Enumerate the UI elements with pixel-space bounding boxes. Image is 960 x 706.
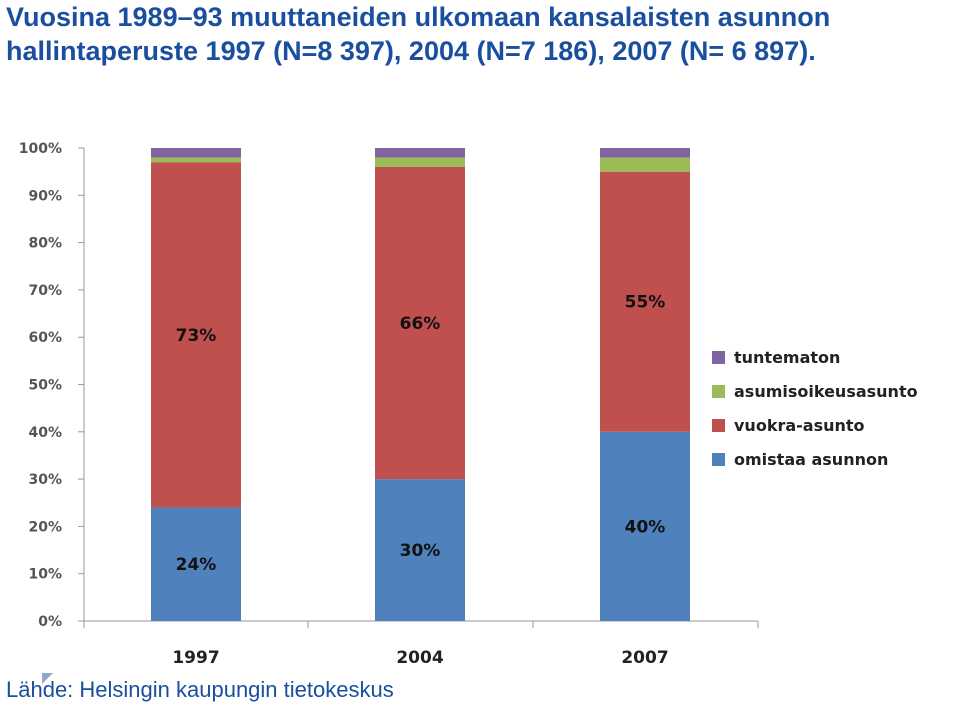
x-tick-label: 1997 (172, 648, 219, 668)
chart-bars (151, 148, 690, 621)
bar-segment-vuokra-asunto-2004 (375, 166, 465, 480)
bar-segment-tuntematon-1997 (151, 148, 241, 158)
bar-segment-asumisoikeusasunto-2004 (375, 157, 465, 167)
y-tick-label: 10% (28, 567, 62, 583)
y-tick-label: 50% (28, 378, 62, 394)
y-tick-label: 30% (28, 472, 62, 488)
y-tick-label: 70% (28, 283, 62, 299)
x-tick-label: 2004 (396, 648, 443, 668)
y-tick-label: 20% (28, 519, 62, 535)
data-label: 24% (176, 555, 217, 575)
legend-label: asumisoikeusasunto (734, 382, 918, 401)
x-tick-label: 2007 (621, 648, 668, 668)
chart-axes: 0% 10% 20% 30% 40% 50% 60% 70% 80% 90% 100% 1997 200… (19, 141, 759, 668)
data-label: 40% (625, 517, 666, 537)
data-label: 73% (176, 326, 217, 346)
data-label: 30% (400, 541, 441, 561)
y-tick-label: 60% (28, 330, 62, 346)
source-corner-mark (42, 673, 53, 684)
y-tick-label: 90% (28, 188, 62, 204)
legend-label: vuokra-asunto (734, 416, 865, 435)
legend-swatch (712, 419, 725, 432)
bar-segment-omistaa-asunnon-2007 (600, 431, 690, 621)
data-label: 66% (400, 314, 441, 334)
bar-segment-vuokra-asunto-1997 (151, 162, 241, 508)
bar-segment-omistaa-asunnon-1997 (151, 507, 241, 621)
y-tick-label: 100% (19, 141, 62, 157)
legend-swatch (712, 351, 725, 364)
legend-swatch (712, 453, 725, 466)
bar-segment-asumisoikeusasunto-2007 (600, 157, 690, 172)
chart-title: Vuosina 1989–93 muuttaneiden ulkomaan ka… (6, 2, 831, 66)
bar-segment-omistaa-asunnon-2004 (375, 479, 465, 621)
chart-legend: tuntematon asumisoikeusasunto vuokra-asunt… (712, 348, 918, 469)
legend-label: omistaa asunnon (734, 450, 888, 469)
y-tick-label: 0% (38, 614, 62, 630)
legend-swatch (712, 385, 725, 398)
y-tick-label: 40% (28, 425, 62, 441)
legend-label: tuntematon (734, 348, 840, 367)
chart-data-labels: 24% 73% 30% 66% 40% 55% (176, 293, 666, 576)
bar-segment-vuokra-asunto-2007 (600, 171, 690, 432)
data-label: 55% (625, 293, 666, 313)
source-note: Lähde: Helsingin kaupungin tietokeskus (6, 677, 394, 702)
bar-segment-tuntematon-2004 (375, 148, 465, 158)
bar-segment-tuntematon-2007 (600, 148, 690, 158)
bar-segment-asumisoikeusasunto-1997 (151, 157, 241, 163)
y-tick-label: 80% (28, 236, 62, 252)
